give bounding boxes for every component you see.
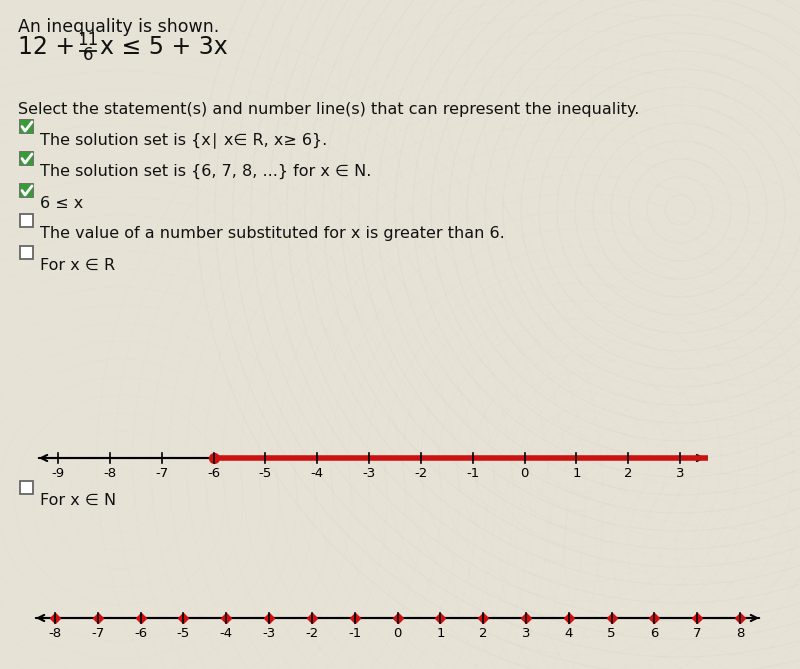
Bar xyxy=(20,152,33,165)
Bar xyxy=(20,120,33,133)
Bar xyxy=(20,184,33,197)
Text: 0: 0 xyxy=(520,467,529,480)
Text: 6 ≤ x: 6 ≤ x xyxy=(40,196,83,211)
Text: For x ∈ N: For x ∈ N xyxy=(40,493,116,508)
Text: 0: 0 xyxy=(394,627,402,640)
Text: 8: 8 xyxy=(736,627,744,640)
Text: x ≤ 5 + 3x: x ≤ 5 + 3x xyxy=(100,35,228,59)
Text: -7: -7 xyxy=(155,467,168,480)
Text: -5: -5 xyxy=(258,467,272,480)
Text: 1: 1 xyxy=(572,467,581,480)
Text: An inequality is shown.: An inequality is shown. xyxy=(18,18,219,36)
Text: Select the statement(s) and number line(s) that can represent the inequality.: Select the statement(s) and number line(… xyxy=(18,102,639,117)
Text: 6: 6 xyxy=(82,46,94,64)
Text: 6: 6 xyxy=(650,627,658,640)
Text: 3: 3 xyxy=(676,467,684,480)
Bar xyxy=(20,120,33,133)
Text: For x ∈ R: For x ∈ R xyxy=(40,258,115,273)
Text: 5: 5 xyxy=(607,627,616,640)
Text: The solution set is {6, 7, 8, ...} for x ∈ N.: The solution set is {6, 7, 8, ...} for x… xyxy=(40,164,371,179)
Text: -4: -4 xyxy=(220,627,233,640)
Text: -6: -6 xyxy=(134,627,147,640)
Text: 7: 7 xyxy=(693,627,702,640)
Text: The value of a number substituted for x is greater than 6.: The value of a number substituted for x … xyxy=(40,226,505,241)
Text: -2: -2 xyxy=(414,467,427,480)
Text: 3: 3 xyxy=(522,627,530,640)
Text: 2: 2 xyxy=(624,467,633,480)
Text: -8: -8 xyxy=(49,627,62,640)
Text: -4: -4 xyxy=(310,467,324,480)
Text: The solution set is {x∣ x∈ R, x≥ 6}.: The solution set is {x∣ x∈ R, x≥ 6}. xyxy=(40,132,327,148)
Text: -1: -1 xyxy=(466,467,479,480)
Bar xyxy=(20,152,33,165)
Text: -3: -3 xyxy=(362,467,376,480)
Text: -2: -2 xyxy=(306,627,318,640)
Text: 12 +: 12 + xyxy=(18,35,75,59)
Text: 11: 11 xyxy=(78,31,98,49)
Text: -7: -7 xyxy=(91,627,105,640)
Text: -9: -9 xyxy=(51,467,65,480)
Text: 1: 1 xyxy=(436,627,445,640)
Text: -6: -6 xyxy=(207,467,220,480)
Text: -5: -5 xyxy=(177,627,190,640)
Text: 4: 4 xyxy=(565,627,573,640)
Text: -3: -3 xyxy=(262,627,276,640)
Bar xyxy=(20,246,33,259)
Text: -1: -1 xyxy=(348,627,362,640)
Text: 2: 2 xyxy=(479,627,487,640)
Bar xyxy=(20,184,33,197)
Bar xyxy=(20,481,33,494)
Bar xyxy=(20,214,33,227)
Text: -8: -8 xyxy=(103,467,116,480)
